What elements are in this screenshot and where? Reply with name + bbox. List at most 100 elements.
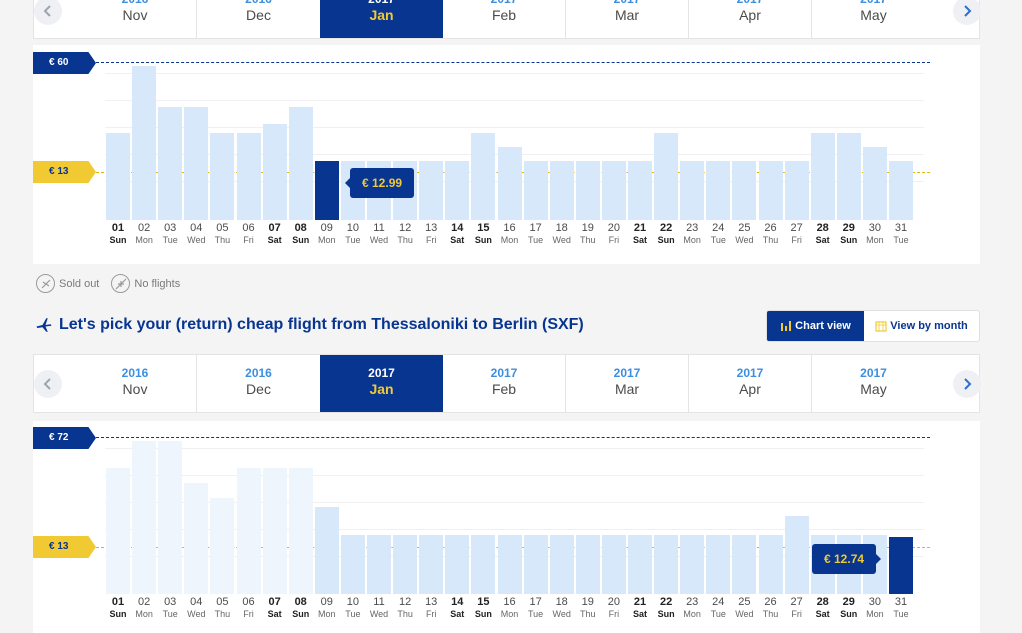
day-number: 21	[633, 222, 647, 234]
fare-bar[interactable]	[288, 467, 313, 594]
day-number: 07	[268, 596, 281, 608]
fare-bar[interactable]	[601, 161, 626, 220]
fare-bar[interactable]	[680, 161, 705, 220]
fare-bar[interactable]	[471, 133, 496, 220]
fare-bar[interactable]	[758, 534, 783, 594]
fare-bar[interactable]	[106, 467, 130, 594]
fare-bar[interactable]	[862, 147, 887, 220]
fare-bar[interactable]	[628, 161, 652, 220]
max-price-flag-return: € 72	[33, 427, 96, 449]
fare-bar[interactable]	[262, 467, 287, 594]
fare-bar[interactable]	[784, 516, 809, 594]
day-name: Sun	[292, 609, 310, 619]
fare-bar[interactable]	[523, 534, 548, 594]
fare-bar[interactable]	[367, 534, 391, 594]
fare-bar[interactable]	[419, 534, 444, 594]
fare-bar[interactable]	[340, 534, 365, 594]
chart-view-button[interactable]: Chart view	[767, 311, 864, 341]
day-number: 13	[425, 222, 438, 234]
fare-bar[interactable]	[158, 107, 183, 220]
fare-bar[interactable]	[654, 534, 679, 594]
day-number: 20	[607, 222, 621, 234]
fare-bar[interactable]	[210, 497, 235, 594]
view-by-month-button[interactable]: View by month	[864, 311, 979, 341]
day-name: Thu	[397, 235, 413, 245]
fare-bar[interactable]	[889, 536, 913, 594]
month-tab-year: 2017	[443, 0, 565, 6]
fare-bar[interactable]	[575, 534, 600, 594]
fare-bar[interactable]	[889, 161, 913, 220]
fare-bar[interactable]	[445, 161, 470, 220]
month-tab-month: Jan	[369, 7, 394, 23]
fare-bar[interactable]	[758, 161, 783, 220]
fare-bar[interactable]	[158, 441, 183, 594]
fare-bar[interactable]	[706, 161, 731, 220]
fare-bar[interactable]	[654, 133, 679, 220]
fare-bar[interactable]	[706, 534, 731, 594]
fare-bar[interactable]	[549, 534, 574, 594]
fare-bar[interactable]	[314, 506, 339, 594]
day-number: 15	[477, 596, 490, 608]
fare-bar[interactable]	[288, 107, 313, 220]
day-number: 09	[320, 596, 333, 608]
day-name: Mon	[135, 235, 153, 245]
fare-bar[interactable]	[184, 482, 209, 594]
fare-bar[interactable]	[262, 123, 287, 220]
fare-bar[interactable]	[132, 66, 157, 220]
previous-month-button-return[interactable]	[34, 370, 62, 398]
previous-month-button[interactable]	[34, 0, 62, 25]
fare-bar[interactable]	[810, 133, 835, 220]
chevron-right-icon	[964, 378, 972, 390]
fare-bar[interactable]	[497, 147, 522, 220]
fare-bar[interactable]	[184, 107, 209, 220]
fare-bar[interactable]	[106, 133, 130, 220]
fare-bar[interactable]	[732, 534, 757, 594]
day-number: 17	[529, 596, 542, 608]
month-tab-year: 2016	[245, 366, 272, 380]
next-month-button-return[interactable]	[953, 370, 981, 398]
fare-bar[interactable]	[236, 467, 261, 594]
return-fare-chart: € 72 € 13 01 Sun 02 Mon 03 Tue 04 Wed 05 Thu 06 Fri…	[33, 421, 980, 633]
fare-bar[interactable]	[523, 161, 548, 220]
fare-bar[interactable]	[132, 441, 157, 594]
fare-bar[interactable]	[628, 534, 652, 594]
fare-bar[interactable]	[549, 161, 574, 220]
fare-bar[interactable]	[419, 161, 444, 220]
month-tab-year: 2017	[613, 366, 641, 380]
month-tab-month: Jan	[369, 381, 394, 397]
fare-bar[interactable]	[601, 534, 626, 594]
fare-bar[interactable]	[497, 534, 522, 594]
day-number: 24	[712, 596, 725, 608]
fare-bar[interactable]	[680, 534, 705, 594]
next-month-button[interactable]	[953, 0, 981, 25]
fare-bar[interactable]	[836, 133, 861, 220]
fare-bar[interactable]	[314, 161, 339, 220]
fare-bar[interactable]	[471, 534, 496, 594]
fare-bar[interactable]	[575, 161, 600, 220]
day-number: 01	[111, 596, 125, 608]
day-number: 19	[581, 596, 594, 608]
bar-chart-icon	[781, 321, 792, 331]
month-tab-month: Dec	[246, 7, 271, 23]
month-tab-month: Nov	[122, 7, 148, 23]
fare-bar[interactable]	[784, 161, 809, 220]
fare-bar[interactable]	[445, 534, 470, 594]
fare-bar[interactable]	[236, 133, 261, 220]
fare-bar[interactable]	[732, 161, 757, 220]
fare-bar[interactable]	[210, 133, 235, 220]
fare-bar[interactable]	[393, 534, 418, 594]
